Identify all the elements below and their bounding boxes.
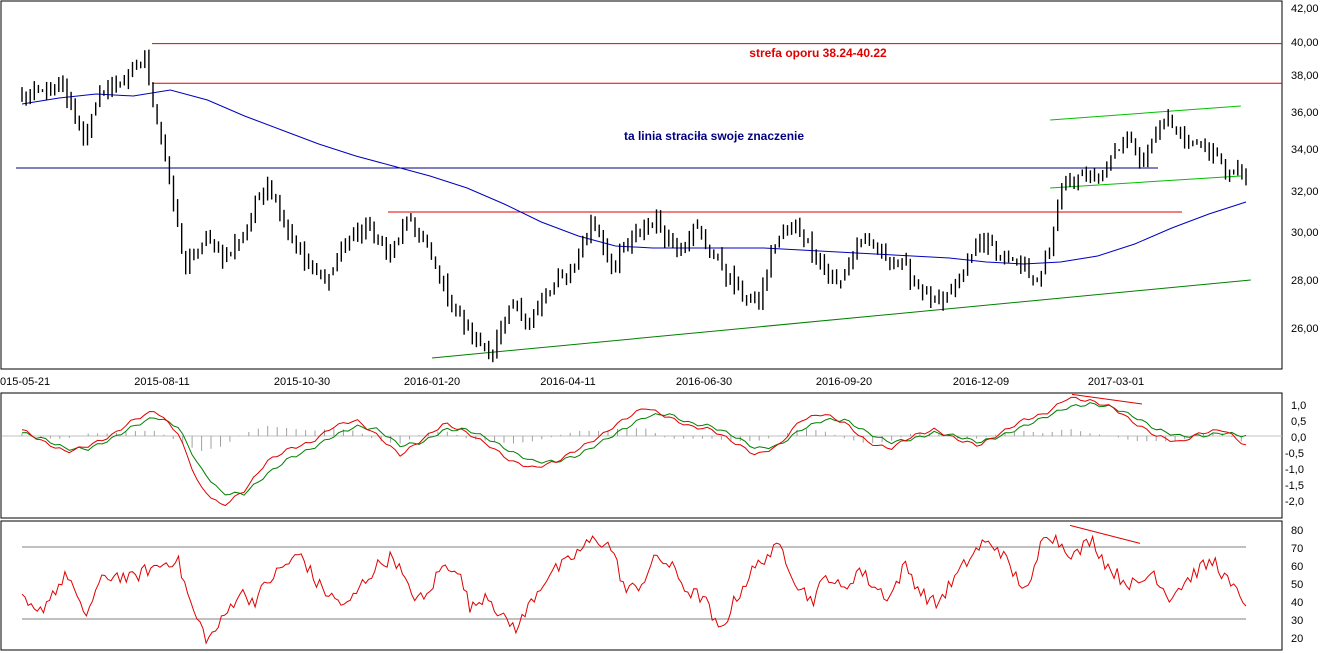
- oscillator-y-tick-label: -2,0: [1285, 496, 1304, 508]
- oscillator-y-tick-label: -1,5: [1285, 480, 1304, 492]
- rsi-line: [21, 533, 1247, 645]
- price-y-tick-label: 36,00: [1291, 107, 1319, 119]
- resistance-zone-annotation: strefa oporu 38.24-40.22: [749, 46, 887, 60]
- rsi-divergence-line: [1069, 524, 1141, 544]
- rsi-series-group: [21, 524, 1247, 645]
- channel-trendline: [1050, 105, 1241, 121]
- date-tick-label: 2016-12-09: [953, 376, 1009, 388]
- price-y-tick-label: 32,00: [1291, 186, 1319, 198]
- price-y-tick-label: 40,00: [1291, 37, 1319, 49]
- oscillator-y-tick-label: -0,5: [1285, 448, 1304, 460]
- oscillator-series-group: [2, 393, 1282, 507]
- date-tick-label: 2016-04-11: [540, 376, 595, 388]
- line-lost-meaning-annotation: ta linia straciła swoje znaczenie: [624, 129, 804, 143]
- oscillator-divergence-line: [1071, 393, 1143, 405]
- date-tick-label: 2016-09-20: [816, 376, 872, 388]
- rsi-y-tick-label: 70: [1291, 543, 1303, 555]
- rsi-y-tick-label: 50: [1291, 579, 1303, 591]
- rsi-y-tick-label: 60: [1291, 561, 1303, 573]
- oscillator-panel-frame: [0, 392, 1283, 519]
- rsi-y-tick-label: 40: [1291, 597, 1303, 609]
- rsi-panel-frame: [0, 520, 1283, 651]
- rsi-y-tick-label: 80: [1291, 525, 1303, 537]
- macd-line: [21, 396, 1247, 507]
- price-y-tick-label: 38,00: [1291, 70, 1319, 82]
- oscillator-y-tick-label: 0,0: [1291, 432, 1306, 444]
- date-tick-label: 2016-06-30: [676, 376, 732, 388]
- price-series-group: [16, 43, 1282, 363]
- rsi-y-tick-label: 20: [1291, 633, 1303, 645]
- date-tick-label: 2016-01-20: [404, 376, 460, 388]
- price-y-tick-label: 28,00: [1291, 275, 1319, 287]
- price-y-tick-label: 30,00: [1291, 227, 1319, 239]
- rsi-y-tick-label: 30: [1291, 615, 1303, 627]
- oscillator-y-tick-label: 0,5: [1291, 416, 1306, 428]
- moving-average-line: [21, 89, 1247, 265]
- price-y-tick-label: 34,00: [1291, 144, 1319, 156]
- signal-line: [21, 402, 1247, 496]
- price-y-tick-label: 42,00: [1291, 3, 1319, 15]
- oscillator-y-tick-label: 1,0: [1291, 400, 1306, 412]
- date-tick-label: 2015-08-11: [134, 376, 189, 388]
- price-panel-frame: [0, 0, 1283, 370]
- date-tick-label: 2017-03-01: [1088, 376, 1144, 388]
- support-trendline: [431, 279, 1251, 359]
- date-tick-label: 2015-05-21: [0, 376, 50, 388]
- oscillator-y-tick-label: -1,0: [1285, 464, 1304, 476]
- price-y-tick-label: 26,00: [1291, 323, 1319, 335]
- date-tick-label: 2015-10-30: [274, 376, 330, 388]
- channel-trendline: [1050, 175, 1241, 189]
